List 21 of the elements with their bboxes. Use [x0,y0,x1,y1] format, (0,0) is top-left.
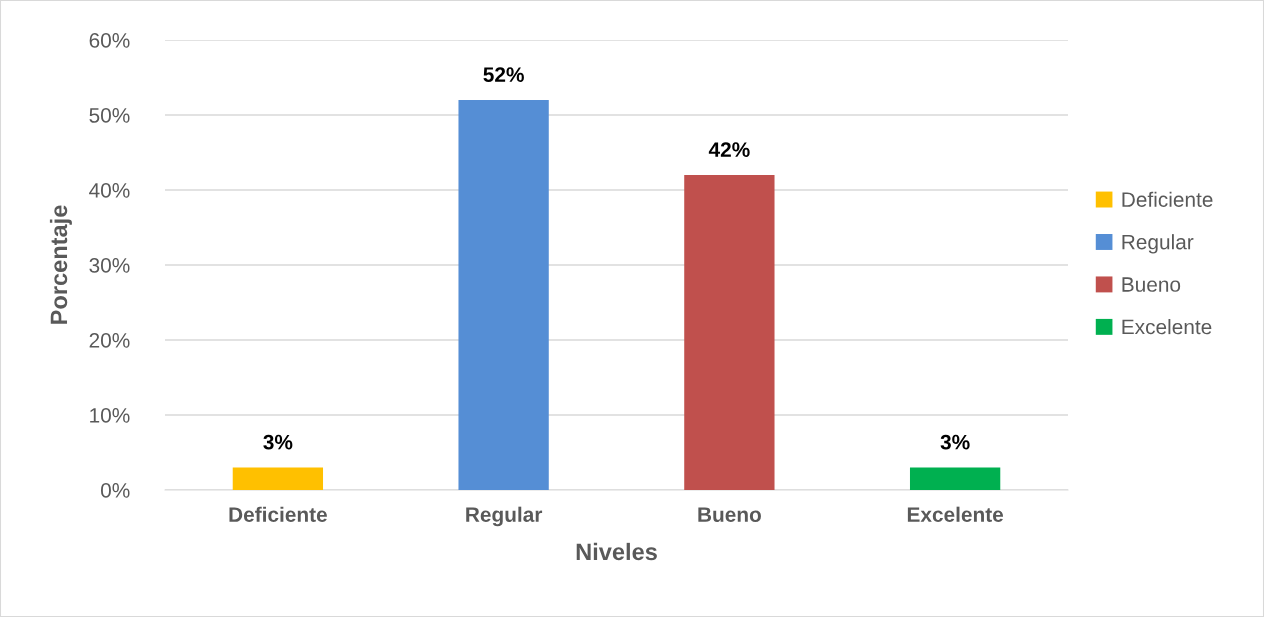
legend-label: Regular [1122,234,1194,254]
x-axis-title: Niveles [576,542,657,561]
data-label: 52% [483,67,524,82]
y-tick-label: 20% [89,333,130,348]
y-tick-label: 0% [100,483,130,498]
data-label: 3% [263,434,293,450]
x-tick-label: Deficiente [229,506,327,522]
y-tick-label: 50% [89,108,130,123]
legend-label: Excelente [1122,319,1212,335]
y-tick-label: 40% [89,183,130,198]
y-tick-label: 60% [89,33,130,48]
x-tick-label: Regular [466,506,543,527]
y-tick-label: 10% [90,408,130,423]
legend-label: Deficiente [1122,191,1213,207]
x-tick-label: Excelente [907,506,1004,522]
y-tick-label: 30% [89,258,130,273]
legend-label: Bueno [1122,277,1181,292]
x-tick-label: Bueno [698,507,761,522]
data-label: 3% [940,434,970,450]
y-axis-title: Porcentaje [49,205,72,324]
data-label: 42% [708,142,750,157]
